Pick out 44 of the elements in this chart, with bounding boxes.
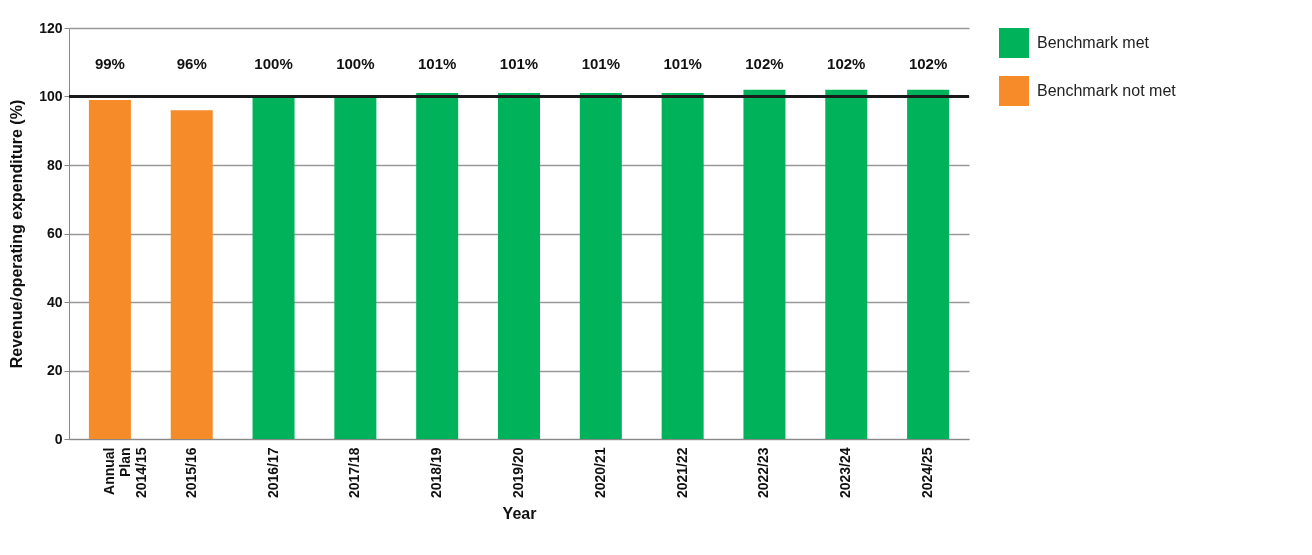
x-axis-title: Year	[502, 505, 537, 523]
data-label: 100%	[254, 55, 293, 72]
bar	[334, 96, 377, 439]
legend-label: Benchmark not met	[1037, 82, 1177, 99]
data-label: 102%	[827, 55, 866, 72]
x-tick-label: 2023/24	[837, 447, 854, 499]
x-tick-label: 2024/25	[919, 447, 936, 499]
bar	[252, 96, 295, 439]
x-tick-label: 2016/17	[264, 447, 281, 499]
data-label: 99%	[94, 55, 125, 72]
bar	[416, 93, 459, 439]
y-axis-title: Revenue/operating expenditure (%)	[8, 99, 26, 369]
y-tick-label: 120	[39, 19, 63, 36]
y-tick-label: 100	[39, 88, 63, 104]
x-tick-label: 2018/19	[428, 447, 445, 499]
bar	[498, 93, 540, 439]
y-tick-label: 60	[46, 225, 63, 241]
x-tick-label: 2022/23	[755, 447, 772, 499]
x-tick-label: Annual Plan 2014/15	[100, 447, 149, 499]
data-label: 102%	[745, 55, 784, 72]
bar	[579, 93, 622, 439]
data-label: 101%	[581, 55, 621, 72]
bar	[661, 93, 704, 439]
x-tick-label: 2017/18	[346, 447, 363, 499]
data-label: 101%	[417, 55, 457, 72]
bar	[88, 99, 131, 439]
bar	[170, 110, 213, 439]
legend-label: Benchmark met	[1037, 34, 1150, 51]
y-tick-label: 80	[46, 156, 63, 173]
data-label: 96%	[176, 55, 207, 72]
data-label: 100%	[336, 55, 375, 72]
x-tick-label: 2019/20	[510, 447, 526, 499]
bar	[825, 89, 868, 439]
y-tick-label: 20	[46, 362, 63, 378]
bar	[907, 89, 950, 439]
y-tick-label: 0	[54, 430, 63, 447]
data-label: 102%	[908, 55, 948, 72]
y-tick-label: 40	[46, 293, 63, 310]
bar	[743, 89, 786, 439]
data-label: 101%	[663, 55, 702, 72]
x-tick-label: 2020/21	[591, 447, 608, 499]
x-tick-label: 2021/22	[673, 447, 690, 499]
data-label: 101%	[499, 55, 539, 72]
x-tick-label: 2015/16	[182, 447, 199, 499]
